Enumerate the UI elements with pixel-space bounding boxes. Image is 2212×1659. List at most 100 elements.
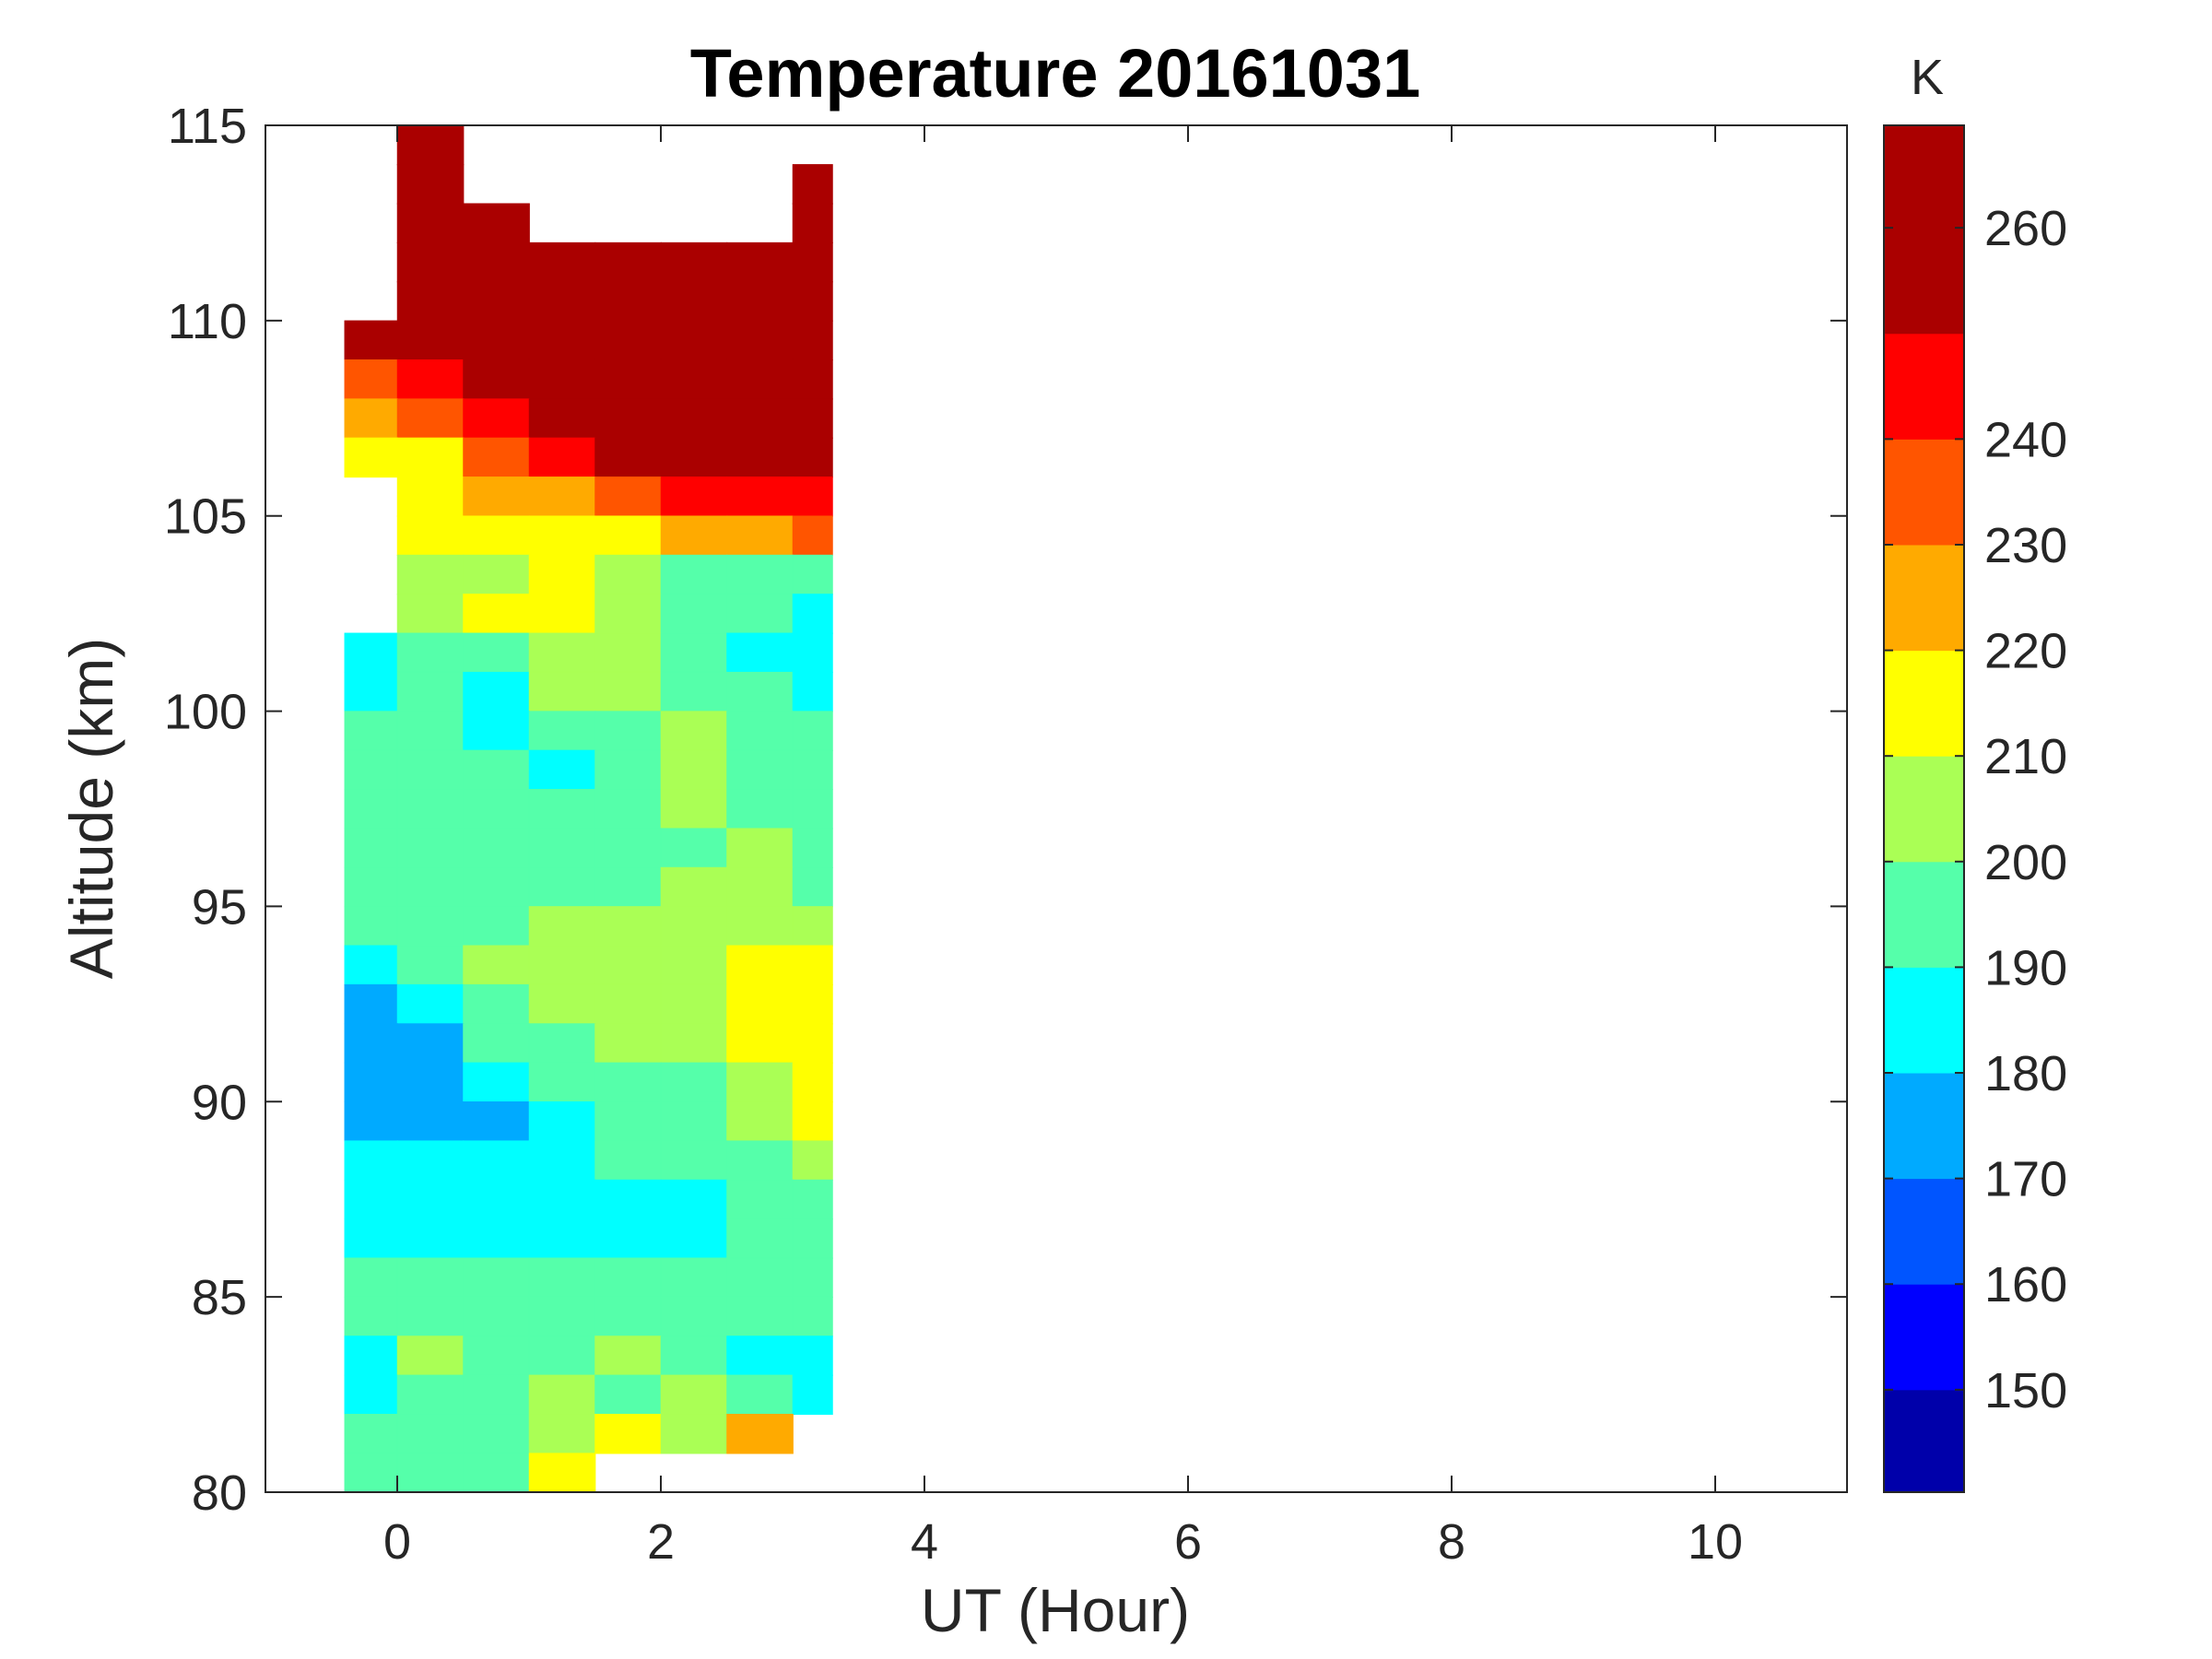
contour-cell	[396, 241, 465, 283]
contour-cell	[528, 1296, 596, 1337]
contour-cell	[594, 983, 662, 1025]
contour-cell	[594, 671, 662, 712]
contour-cell	[792, 945, 833, 986]
contour-cell	[344, 1062, 398, 1103]
contour-cell	[396, 1218, 465, 1259]
contour-cell	[396, 594, 465, 634]
contour-cell	[396, 1023, 465, 1064]
contour-cell	[396, 1179, 465, 1220]
contour-cell	[463, 554, 530, 595]
contour-cell	[594, 1140, 662, 1181]
contour-cell	[792, 1335, 833, 1376]
colorbar-tick-label: 260	[1984, 201, 2067, 256]
contour-cell	[660, 789, 728, 830]
contour-cell	[528, 1453, 596, 1493]
contour-cell	[396, 203, 465, 243]
contour-cell	[463, 241, 530, 283]
contour-cell	[726, 1414, 794, 1454]
contour-cell	[344, 1296, 398, 1337]
contour-cell	[396, 1062, 465, 1103]
y-tick-label: 105	[164, 489, 247, 545]
colorbar-band	[1884, 1389, 1964, 1493]
contour-cell	[344, 789, 398, 830]
x-tick-label: 10	[1688, 1514, 1743, 1570]
contour-cell	[463, 1453, 530, 1493]
contour-cell	[344, 1179, 398, 1220]
y-axis-label: Altitude (km)	[57, 638, 125, 979]
contour-cell	[396, 515, 465, 556]
contour-cell	[726, 1374, 794, 1416]
y-axis: 80 85 90 95 100 105 110 115	[164, 99, 1847, 1521]
contour-cell	[528, 866, 596, 908]
contour-cell	[396, 945, 465, 986]
contour-cell	[344, 749, 398, 791]
contour-cell	[396, 124, 465, 166]
contour-cell	[344, 320, 398, 361]
colorbar-tick-label: 170	[1984, 1152, 2067, 1207]
contour-cell	[396, 164, 465, 205]
contour-cell	[396, 359, 465, 400]
contour-cell	[594, 906, 662, 947]
contour-cell	[660, 1179, 728, 1220]
contour-cell	[594, 749, 662, 791]
contour-cell	[463, 1140, 530, 1181]
contour-cell	[660, 828, 728, 868]
contour-cell	[344, 398, 398, 439]
contour-cell	[528, 983, 596, 1025]
contour-cell	[594, 320, 662, 361]
contour-cell	[528, 477, 596, 517]
contour-cell	[792, 1101, 833, 1142]
contour-cell	[463, 1101, 530, 1142]
contour-cell	[463, 281, 530, 322]
contour-cell	[528, 398, 596, 439]
contour-cell	[344, 1140, 398, 1181]
contour-cell	[528, 554, 596, 595]
contour-cell	[792, 1257, 833, 1298]
contour-cell	[344, 906, 398, 947]
contour-cell	[463, 671, 530, 712]
contour-cell	[396, 866, 465, 908]
contour-cell	[594, 554, 662, 595]
contour-cell	[792, 437, 833, 478]
contour-cell	[726, 671, 794, 712]
contour-cell	[792, 1374, 833, 1416]
contour-cell	[594, 281, 662, 322]
contour-cell	[660, 281, 728, 322]
contour-cell	[660, 1374, 728, 1416]
y-tick-label: 85	[192, 1270, 247, 1325]
y-tick-label: 100	[164, 685, 247, 740]
contour-cell	[726, 281, 794, 322]
contour-cell	[528, 1257, 596, 1298]
contour-cell	[594, 945, 662, 986]
x-axis: 0 2 4 6 8 10	[383, 125, 1743, 1570]
contour-cell	[594, 398, 662, 439]
contour-cell	[528, 281, 596, 322]
colorbar-tick-label: 160	[1984, 1257, 2067, 1312]
contour-cell	[660, 945, 728, 986]
contour-cell	[463, 594, 530, 634]
contour-cell	[396, 281, 465, 322]
contour-cell	[726, 1257, 794, 1298]
contour-cell	[660, 866, 728, 908]
contour-cell	[344, 1374, 398, 1416]
contour-cell	[344, 945, 398, 986]
contour-cell	[726, 749, 794, 791]
contour-cell	[594, 1179, 662, 1220]
contour-cell	[396, 1140, 465, 1181]
contour-cell	[396, 1101, 465, 1142]
contour-cell	[463, 1023, 530, 1064]
contour-cell	[660, 554, 728, 595]
contour-cell	[463, 1257, 530, 1298]
contour-cell	[463, 789, 530, 830]
contour-cell	[528, 749, 596, 791]
colorbar-tick-label: 240	[1984, 412, 2067, 467]
contour-cell	[344, 828, 398, 868]
contour-cell	[726, 906, 794, 947]
contour-cell	[726, 1023, 794, 1064]
contour-cell	[660, 594, 728, 634]
contour-cell	[396, 477, 465, 517]
contour-cell	[344, 632, 398, 674]
y-tick-label: 115	[168, 99, 247, 154]
contour-cell	[344, 1414, 398, 1454]
